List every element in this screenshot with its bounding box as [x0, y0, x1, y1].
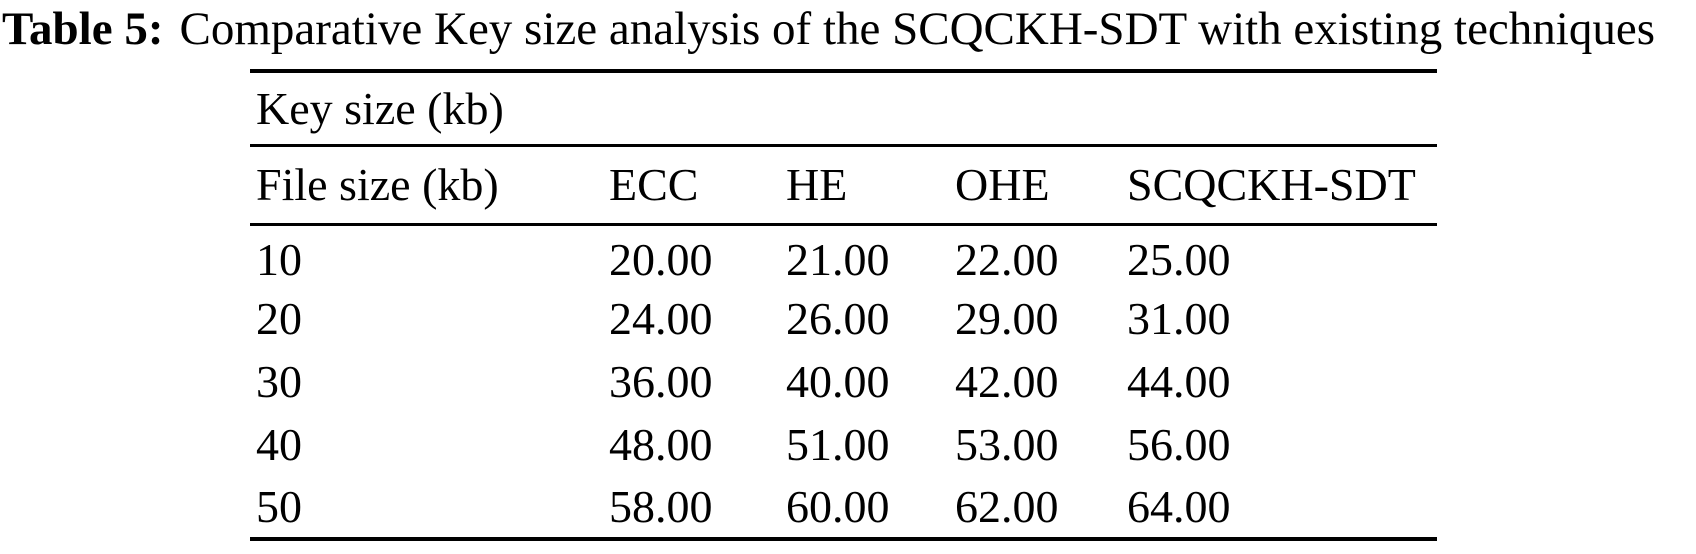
cell-file-size: 50	[256, 481, 302, 532]
cell-he: 40.00	[786, 356, 890, 407]
cell-ohe: 29.00	[955, 293, 1059, 344]
table-caption-text: Comparative Key size analysis of the SCQ…	[179, 3, 1656, 55]
cell-ohe: 53.00	[955, 419, 1059, 470]
cell-scqckh-sdt: 64.00	[1127, 481, 1231, 532]
table-column-header-row: File size (kb) ECC HE OHE SCQCKH-SDT	[250, 145, 1438, 226]
cell-he: 21.00	[786, 233, 890, 285]
cell-ecc: 24.00	[609, 293, 713, 344]
column-header-ecc: ECC	[603, 145, 780, 226]
cell-ecc: 36.00	[609, 356, 713, 407]
cell-ecc: 20.00	[609, 233, 713, 285]
column-header-file-size: File size (kb)	[250, 145, 603, 226]
cell-scqckh-sdt: 31.00	[1127, 293, 1231, 344]
cell-file-size: 30	[256, 356, 302, 407]
cell-file-size: 20	[256, 293, 302, 344]
table-row: 10 20.00 21.00 22.00 25.00	[250, 224, 1437, 287]
table-caption: Table 5: Comparative Key size analysis of…	[2, 1, 1696, 57]
cell-file-size: 10	[256, 233, 302, 285]
table-row: 20 24.00 26.00 29.00 31.00	[250, 287, 1437, 350]
table-group-header-row: Key size (kb)	[250, 71, 1438, 147]
cell-he: 26.00	[786, 293, 890, 344]
cell-ecc: 58.00	[609, 481, 713, 532]
cell-ohe: 62.00	[955, 481, 1059, 532]
table-row: 30 36.00 40.00 42.00 44.00	[250, 350, 1437, 413]
cell-ohe: 22.00	[955, 233, 1059, 285]
table-row: 40 48.00 51.00 53.00 56.00	[250, 413, 1437, 476]
cell-scqckh-sdt: 25.00	[1127, 233, 1231, 285]
cell-file-size: 40	[256, 419, 302, 470]
cell-ecc: 48.00	[609, 419, 713, 470]
column-header-scqckh-sdt: SCQCKH-SDT	[1121, 145, 1438, 226]
cell-scqckh-sdt: 44.00	[1127, 356, 1231, 407]
table-caption-label: Table 5:	[2, 3, 164, 55]
cell-scqckh-sdt: 56.00	[1127, 419, 1231, 470]
column-header-he: HE	[780, 145, 949, 226]
column-header-ohe: OHE	[949, 145, 1121, 226]
cell-ohe: 42.00	[955, 356, 1059, 407]
key-size-table: Key size (kb) File size (kb) ECC HE OHE …	[250, 69, 1438, 541]
table-row: 50 58.00 60.00 62.00 64.00	[250, 476, 1437, 539]
cell-he: 51.00	[786, 419, 890, 470]
group-header-key-size: Key size (kb)	[250, 71, 1438, 147]
cell-he: 60.00	[786, 481, 890, 532]
